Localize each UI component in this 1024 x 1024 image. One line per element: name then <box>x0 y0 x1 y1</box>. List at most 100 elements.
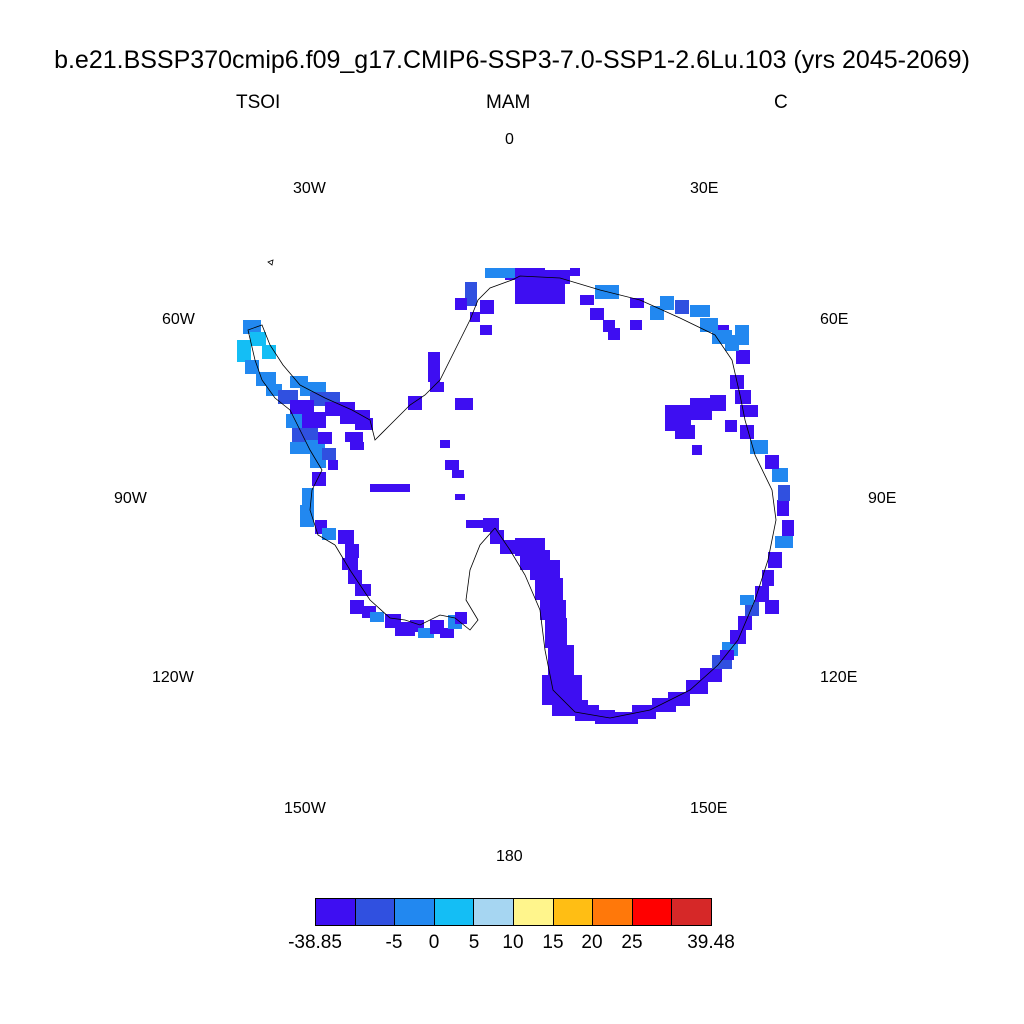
soil-temperature-cells <box>237 268 794 724</box>
lon-label-120w: 120W <box>152 669 194 686</box>
grid-cell <box>455 398 473 410</box>
colorbar-label: 0 <box>428 932 440 953</box>
grid-cell <box>700 318 718 332</box>
colorbar-swatch <box>433 898 475 926</box>
grid-cell <box>710 395 726 411</box>
grid-cell <box>690 305 710 317</box>
grid-cell <box>262 345 276 359</box>
grid-cell <box>668 692 690 706</box>
grid-cell <box>480 300 494 314</box>
grid-cell <box>736 350 750 364</box>
grid-cell <box>740 405 758 417</box>
grid-cell <box>575 705 599 721</box>
grid-cell <box>775 536 793 548</box>
grid-cell <box>440 628 454 638</box>
grid-cell <box>290 400 314 414</box>
colorbar-swatch <box>315 898 356 926</box>
grid-cell <box>675 300 689 314</box>
colorbar-label: -38.85 <box>288 932 342 953</box>
grid-cell <box>535 578 563 600</box>
variable-label: TSOI <box>236 92 281 113</box>
colorbar-swatch <box>631 898 673 926</box>
grid-cell <box>762 570 774 586</box>
grid-cell <box>322 448 336 460</box>
lon-label-30e: 30E <box>690 180 719 197</box>
lon-label-60w: 60W <box>162 311 195 328</box>
grid-cell <box>256 372 276 386</box>
plot-title: b.e21.BSSP370cmip6.f09_g17.CMIP6-SSP3-7.… <box>54 46 970 74</box>
season-label: MAM <box>486 92 531 113</box>
grid-cell <box>470 312 480 322</box>
grid-cell <box>778 485 790 501</box>
coastline-west <box>247 279 513 546</box>
grid-cell <box>480 325 492 335</box>
grid-cell <box>608 328 620 340</box>
grid-cell <box>455 298 467 310</box>
grid-cell <box>290 442 306 454</box>
grid-cell <box>768 552 782 568</box>
lon-label-120e: 120E <box>820 669 858 686</box>
lon-label-180: 180 <box>496 848 523 865</box>
grid-cell <box>545 618 567 648</box>
grid-cell <box>445 460 459 470</box>
grid-cell <box>548 645 574 675</box>
grid-cell <box>350 600 364 614</box>
lon-label-150e: 150E <box>690 800 728 817</box>
grid-cell <box>465 282 477 306</box>
grid-cell <box>355 418 373 430</box>
lon-label-90e: 90E <box>868 490 897 507</box>
colorbar-swatch <box>552 898 594 926</box>
grid-cell <box>455 612 467 624</box>
grid-cell <box>630 320 642 330</box>
grid-cell <box>243 320 261 334</box>
grid-cell <box>686 680 708 694</box>
grid-cell <box>418 628 434 638</box>
colorbar-label: 20 <box>581 932 603 953</box>
grid-cell <box>675 425 695 439</box>
grid-cell <box>245 360 259 374</box>
colorbar-swatch <box>671 898 712 926</box>
grid-cell <box>338 530 354 544</box>
lon-label-30w: 30W <box>293 180 326 197</box>
coastline-island <box>267 259 274 266</box>
lon-label-150w: 150W <box>284 800 326 817</box>
grid-cell <box>692 445 702 455</box>
grid-cell <box>712 330 732 344</box>
grid-cell <box>237 340 251 362</box>
grid-cell <box>632 705 656 719</box>
grid-cell <box>750 440 768 454</box>
lon-label-90w: 90W <box>114 490 147 507</box>
grid-cell <box>735 390 751 404</box>
lon-label-0: 0 <box>505 131 514 148</box>
grid-cell <box>350 442 364 450</box>
grid-cell <box>590 308 604 320</box>
grid-cell <box>342 558 358 570</box>
grid-cell <box>250 332 266 346</box>
grid-cell <box>430 382 444 392</box>
lon-label-60e: 60E <box>820 311 849 328</box>
grid-cell <box>612 712 638 724</box>
grid-cell <box>765 600 779 614</box>
grid-cell <box>452 470 464 478</box>
grid-cell <box>540 600 566 620</box>
units-label: C <box>774 92 788 113</box>
grid-cell <box>630 298 644 308</box>
grid-cell <box>570 268 580 276</box>
grid-cell <box>485 268 515 278</box>
grid-cell <box>300 412 326 428</box>
coastline <box>247 259 777 719</box>
grid-cell <box>328 460 338 470</box>
grid-cell <box>318 432 332 444</box>
grid-cell <box>428 352 440 382</box>
grid-cell <box>455 494 465 500</box>
grid-cell <box>735 325 749 345</box>
colorbar-swatch <box>354 898 396 926</box>
coastline-ross-ice-shelf <box>334 527 496 631</box>
grid-cell <box>650 306 664 320</box>
grid-cell <box>312 472 326 486</box>
grid-cell <box>740 595 754 605</box>
grid-cell <box>466 520 496 528</box>
grid-cell <box>440 440 450 448</box>
grid-cell <box>740 425 754 439</box>
grid-cell <box>730 630 746 644</box>
